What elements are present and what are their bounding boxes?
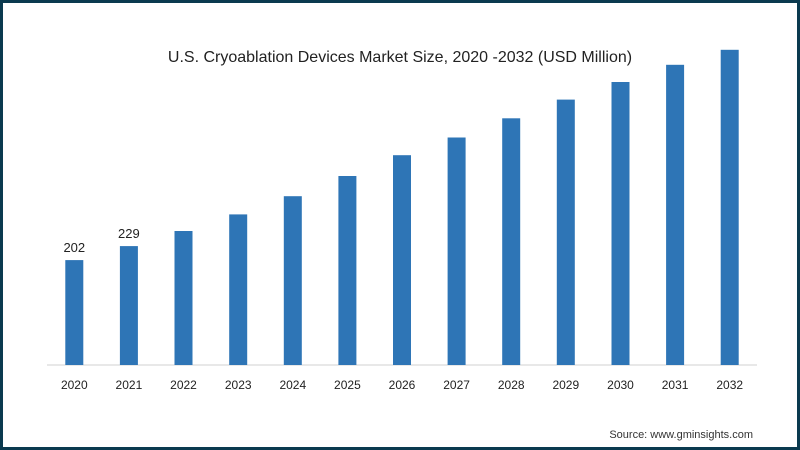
bar-2020	[65, 260, 84, 365]
x-tick-label-2029: 2029	[552, 378, 579, 392]
bar-2021	[119, 246, 138, 365]
x-tick-label-2031: 2031	[662, 378, 689, 392]
x-tick-label-2027: 2027	[443, 378, 470, 392]
data-label-2021: 229	[118, 226, 140, 241]
bar-2025	[338, 176, 357, 365]
x-tick-label-2020: 2020	[61, 378, 88, 392]
x-tick-label-2032: 2032	[716, 378, 743, 392]
source-note: Source: www.gminsights.com	[609, 429, 753, 441]
x-tick-label-2026: 2026	[389, 378, 416, 392]
bar-2031	[666, 64, 685, 366]
x-tick-label-2024: 2024	[279, 378, 306, 392]
bar-2026	[393, 155, 411, 365]
x-tick-label-2025: 2025	[334, 378, 361, 392]
x-tick-label-2022: 2022	[170, 378, 197, 392]
bar-2024	[283, 196, 302, 365]
bar-2022	[174, 231, 193, 365]
bar-2029	[556, 99, 575, 365]
bar-2032	[720, 49, 739, 366]
data-label-2020: 202	[63, 240, 85, 255]
x-tick-label-2028: 2028	[498, 378, 525, 392]
x-tick-label-2023: 2023	[225, 378, 252, 392]
chart-title: U.S. Cryoablation Devices Market Size, 2…	[167, 49, 633, 66]
bar-2030	[611, 82, 630, 365]
bar-chart: 2020 202 2021 229 2022 2023 2024 2025 2026 2027 20…	[47, 49, 757, 392]
bar-2023	[229, 214, 248, 365]
bar-2027	[447, 137, 466, 365]
bar-2028	[502, 118, 521, 365]
x-tick-label-2030: 2030	[607, 378, 634, 392]
x-tick-label-2021: 2021	[116, 378, 143, 392]
